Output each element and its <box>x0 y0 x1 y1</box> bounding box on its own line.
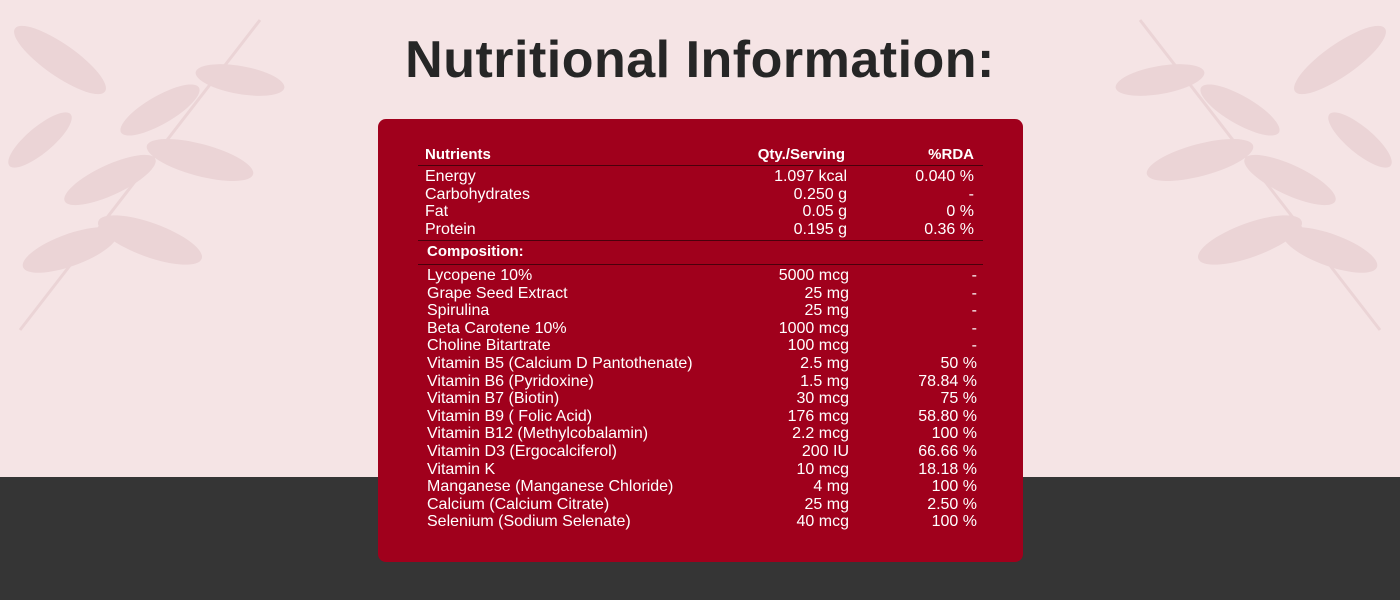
composition-label: Composition: <box>427 243 524 260</box>
nutrient-rda: 75 % <box>940 390 977 408</box>
nutrient-name: Vitamin B12 (Methylcobalamin) <box>427 425 649 443</box>
nutrient-rda: 100 % <box>931 513 977 531</box>
nutrient-name: Fat <box>425 203 449 221</box>
nutrient-qty: 176 mcg <box>787 407 849 425</box>
nutrient-rda: - <box>971 337 977 355</box>
nutrient-name: Energy <box>425 168 476 185</box>
nutrient-name: Vitamin D3 (Ergocalciferol) <box>427 443 617 460</box>
section-divider <box>418 240 983 241</box>
header-nutrients: Nutrients <box>425 146 491 163</box>
nutrient-qty: 1000 mcg <box>778 319 849 337</box>
nutrient-qty: 0.05 g <box>802 203 847 221</box>
nutrient-qty: 40 mcg <box>796 513 849 531</box>
nutrient-name: Lycopene 10% <box>427 267 533 284</box>
nutrient-rda: - <box>971 267 977 284</box>
nutrient-rda: 58.80 % <box>918 407 977 425</box>
nutrient-rda: - <box>971 284 977 302</box>
nutrient-name: Calcium (Calcium Citrate) <box>427 495 610 513</box>
nutrient-qty: 30 mcg <box>796 390 849 408</box>
nutrient-qty: 4 mg <box>813 478 849 496</box>
nutrient-rda: 18.18 % <box>918 460 977 478</box>
nutrient-rda: 0 % <box>946 203 974 221</box>
nutrient-qty: 5000 mcg <box>778 267 849 284</box>
nutrient-rda: 2.50 % <box>927 495 977 513</box>
nutrition-panel: Nutrients Qty./Serving %RDA Energy 1.097 … <box>378 119 1023 562</box>
nutrient-name: Beta Carotene 10% <box>427 319 567 337</box>
nutrient-qty: 200 IU <box>801 443 849 460</box>
nutrient-name: Grape Seed Extract <box>427 284 568 302</box>
nutrient-name: Vitamin B5 (Calcium D Pantothenate) <box>427 355 693 372</box>
nutrient-name: Carbohydrates <box>425 185 530 203</box>
page-title: Nutritional Information: <box>405 31 995 89</box>
nutrient-name: Protein <box>425 220 476 238</box>
nutrient-qty: 25 mg <box>804 302 849 320</box>
nutrient-name: Vitamin K <box>427 460 496 478</box>
nutrient-rda: 50 % <box>940 355 977 372</box>
nutrient-rda: 66.66 % <box>918 443 977 460</box>
nutrient-qty: 25 mg <box>804 284 849 302</box>
nutrient-name: Selenium (Sodium Selenate) <box>427 513 631 531</box>
nutrient-rda: 0.040 % <box>915 168 974 185</box>
nutrient-rda: - <box>971 302 977 320</box>
leaf-branch-icon <box>1115 19 1392 331</box>
nutrient-rda: 100 % <box>931 425 977 443</box>
nutrient-qty: 10 mcg <box>796 460 849 478</box>
leaf-branch-icon <box>8 19 285 331</box>
nutrient-name: Vitamin B9 ( Folic Acid) <box>427 407 593 425</box>
nutrient-rda: 100 % <box>931 478 977 496</box>
nutrient-qty: 100 mcg <box>787 337 849 355</box>
composition-divider <box>418 264 983 265</box>
nutrient-qty: 25 mg <box>804 495 849 513</box>
header-rda: %RDA <box>928 146 974 163</box>
nutrient-rda: 78.84 % <box>918 372 977 390</box>
nutrient-qty: 2.5 mg <box>800 355 849 372</box>
nutrient-rda: - <box>968 185 974 203</box>
nutrient-qty: 0.250 g <box>793 185 847 203</box>
nutrient-rda: 0.36 % <box>924 220 974 238</box>
nutrient-name: Manganese (Manganese Chloride) <box>427 478 674 496</box>
header-qty: Qty./Serving <box>757 146 845 163</box>
nutrient-qty: 1.097 kcal <box>774 168 847 185</box>
nutrient-qty: 1.5 mg <box>800 372 849 390</box>
nutrient-rda: - <box>971 319 977 337</box>
nutrient-name: Choline Bitartrate <box>427 337 551 355</box>
nutrient-name: Vitamin B6 (Pyridoxine) <box>427 372 594 390</box>
nutrient-qty: 0.195 g <box>793 220 847 238</box>
nutrient-qty: 2.2 mcg <box>792 425 849 443</box>
nutrient-name: Spirulina <box>427 302 490 320</box>
header-divider <box>418 165 983 166</box>
nutrient-name: Vitamin B7 (Biotin) <box>427 390 560 408</box>
